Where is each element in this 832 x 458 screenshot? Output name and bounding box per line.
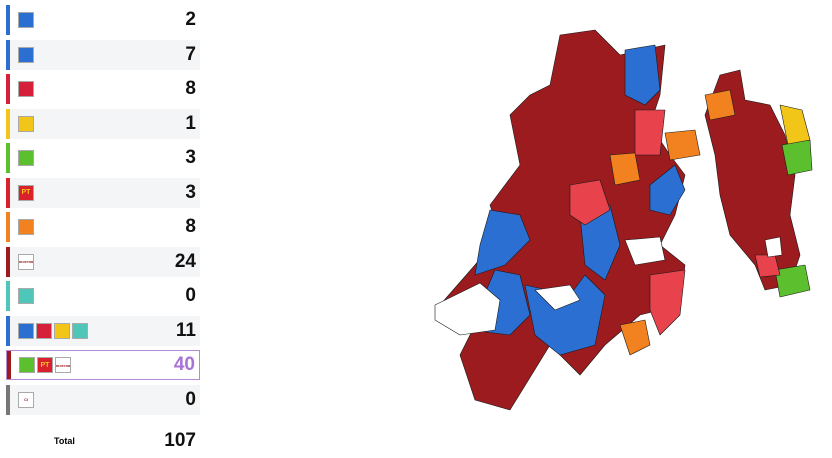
party-color-bar [6,5,10,35]
seat-count: 0 [185,285,196,306]
total-value: 107 [164,430,196,451]
seat-count: 7 [185,43,196,65]
party-row: 3 [6,143,200,173]
party-color-bar [6,315,10,346]
map-region [624,236,666,266]
map-region [609,152,641,186]
party-color-bar [6,384,10,415]
map-region [634,109,666,156]
party-row: 1 [6,108,200,139]
party-logo: PT [37,357,53,373]
party-row: 11 [6,315,200,346]
party-color-bar [6,143,10,173]
seat-count: 3 [185,181,196,203]
party-logos [18,219,34,235]
map-region [569,179,611,226]
party-logos: CI [18,391,34,408]
map-region [704,89,736,121]
party-logo [18,150,34,166]
map-region [664,129,701,161]
party-logos [18,322,88,339]
party-logos [18,288,34,304]
party-logos [18,81,34,97]
seat-count: 40 [173,354,195,375]
party-logo [18,46,34,63]
party-color-bar [7,351,11,379]
total-label: Total [54,436,75,446]
party-logo [54,322,70,339]
seat-count: 8 [185,78,196,99]
party-logo [19,357,35,373]
party-logos [18,12,34,28]
party-logo [18,288,34,304]
party-row: 8 [6,74,200,104]
party-logos [18,115,34,132]
party-row: 8 [6,212,200,242]
seat-count: 0 [185,388,196,410]
map-region [774,264,811,298]
party-color-bar [6,246,10,277]
party-logo [36,322,52,339]
party-row: 7 [6,39,200,70]
party-logo: CI [18,391,34,408]
party-row: morena 24 [6,246,200,277]
party-row: 0 [6,281,200,311]
party-row: 2 [6,5,200,35]
seat-count: 1 [185,112,196,134]
party-logo: morena [55,357,71,373]
map-region [764,236,783,258]
party-logo [18,81,34,97]
party-logos [18,46,34,63]
seat-count: 24 [174,250,196,272]
map-region [534,284,581,311]
map-region [781,139,813,176]
party-logos: PT [18,184,34,201]
party-logo: PT [18,184,34,201]
map-region [649,164,686,216]
party-logos: PT morena [19,357,71,373]
results-list: 2 7 8 1 3 PT 3 8 morena 24 0 11 PT morena 40 CI 0 [6,5,200,419]
party-row: CI 0 [6,384,200,415]
map [434,29,813,411]
party-logo [18,12,34,28]
seat-count: 11 [175,319,196,341]
party-color-bar [6,212,10,242]
party-color-bar [6,108,10,139]
party-row: PT 3 [6,177,200,208]
party-color-bar [6,281,10,311]
map-region [474,209,531,276]
map-region [619,319,651,356]
total-row: Total 107 [6,428,200,454]
party-logo: morena [18,253,34,270]
map-region [649,269,686,336]
party-logo [72,322,88,339]
party-logos: morena [18,253,34,270]
seat-count: 8 [185,216,196,237]
map-region [434,282,501,336]
seat-count: 3 [185,147,196,168]
party-color-bar [6,177,10,208]
party-color-bar [6,74,10,104]
map-region [624,44,661,106]
party-color-bar [6,39,10,70]
seat-count: 2 [185,9,196,30]
party-logo [18,219,34,235]
party-logo [18,322,34,339]
party-row: PT morena 40 [6,350,200,380]
party-logos [18,150,34,166]
party-logo [18,115,34,132]
